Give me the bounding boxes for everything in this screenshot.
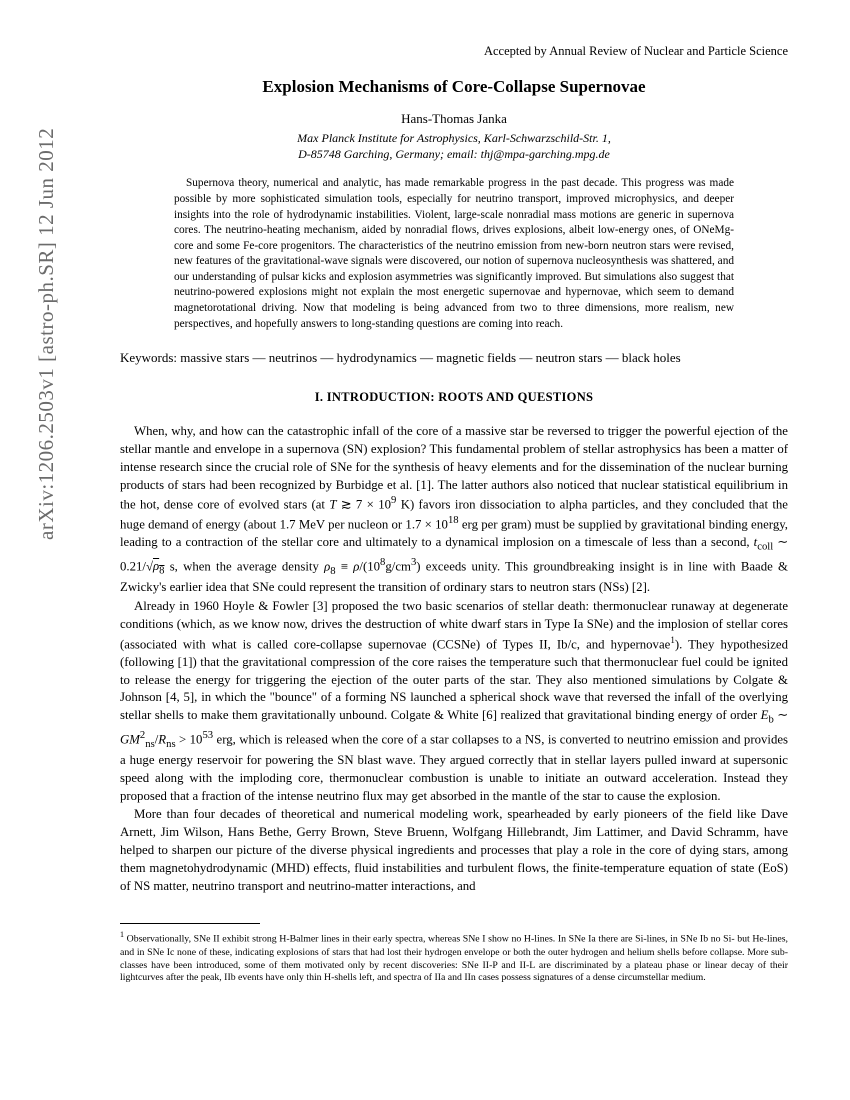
keywords: Keywords: massive stars — neutrinos — hy… — [120, 350, 788, 366]
affiliation: Max Planck Institute for Astrophysics, K… — [120, 130, 788, 162]
arxiv-stamp: arXiv:1206.2503v1 [astro-ph.SR] 12 Jun 2… — [34, 128, 59, 540]
journal-line: Accepted by Annual Review of Nuclear and… — [120, 44, 788, 59]
paper-title: Explosion Mechanisms of Core-Collapse Su… — [120, 77, 788, 97]
abstract: Supernova theory, numerical and analytic… — [174, 176, 734, 332]
footnote-rule — [120, 923, 260, 924]
footnote-1: 1 Observationally, SNe II exhibit strong… — [120, 930, 788, 985]
paragraph-2: Already in 1960 Hoyle & Fowler [3] propo… — [120, 598, 788, 805]
section-heading: I. INTRODUCTION: ROOTS AND QUESTIONS — [120, 390, 788, 405]
author-name: Hans-Thomas Janka — [120, 111, 788, 127]
page-container: arXiv:1206.2503v1 [astro-ph.SR] 12 Jun 2… — [0, 0, 850, 1100]
paragraph-1: When, why, and how can the catastrophic … — [120, 423, 788, 597]
paragraph-3: More than four decades of theoretical an… — [120, 806, 788, 895]
affiliation-line-2: D-85748 Garching, Germany; email: thj@mp… — [298, 147, 610, 161]
affiliation-line-1: Max Planck Institute for Astrophysics, K… — [297, 131, 611, 145]
